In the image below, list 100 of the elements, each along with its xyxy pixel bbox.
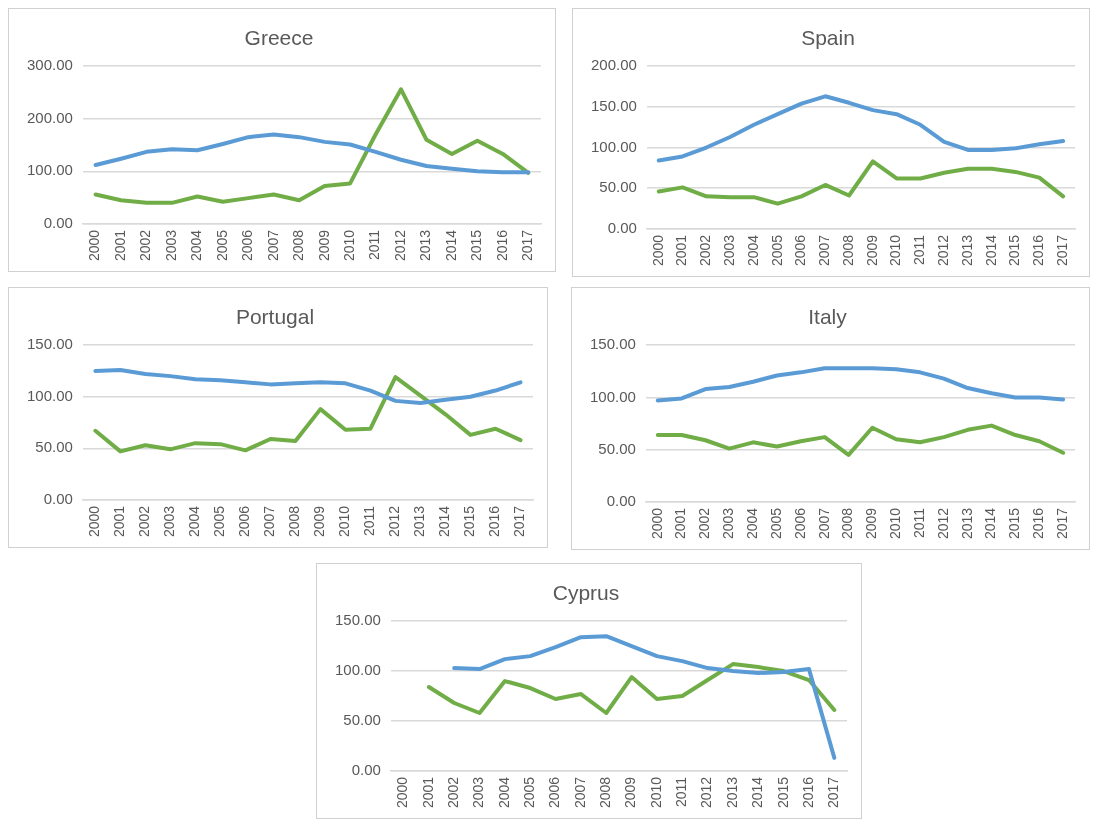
y-tick-label: 0.00 xyxy=(43,490,73,507)
x-tick-label: 2005 xyxy=(213,229,230,262)
x-tick-label: 2000 xyxy=(394,776,411,809)
x-tick-label: 2002 xyxy=(697,234,714,267)
x-tick-label: 2014 xyxy=(982,234,999,267)
x-tick-label: 2014 xyxy=(749,776,766,809)
x-tick-label: 2011 xyxy=(910,507,927,538)
x-tick-label: 2007 xyxy=(261,505,278,538)
y-tick-label: 0.00 xyxy=(351,761,381,778)
chart-title: Greece xyxy=(244,26,314,50)
x-tick-label: 2007 xyxy=(571,776,588,809)
x-tick-label: 2001 xyxy=(111,229,128,262)
x-tick-label: 2009 xyxy=(311,505,328,538)
x-tick-label: 2010 xyxy=(336,505,353,538)
x-tick-label: 2009 xyxy=(622,776,639,809)
x-tick-label: 2000 xyxy=(86,229,103,262)
x-tick-label: 2012 xyxy=(391,229,408,262)
x-tick-label: 2004 xyxy=(744,507,761,540)
x-tick-label: 2011 xyxy=(366,229,383,260)
x-tick-label: 2011 xyxy=(673,776,690,807)
x-tick-label: 2010 xyxy=(647,776,664,809)
x-tick-label: 2001 xyxy=(672,507,689,540)
y-tick-label: 100.00 xyxy=(334,661,381,679)
x-tick-label: 2009 xyxy=(863,507,880,540)
x-tick-label: 2006 xyxy=(236,505,253,538)
x-tick-label: 2015 xyxy=(1006,234,1023,267)
x-tick-label: 2008 xyxy=(839,507,856,540)
x-tick-label: 2007 xyxy=(816,234,833,267)
x-tick-label: 2004 xyxy=(495,776,512,809)
x-tick-label: 2012 xyxy=(935,234,952,267)
x-tick-label: 2005 xyxy=(211,505,228,538)
x-tick-label: 2015 xyxy=(461,505,478,538)
x-tick-label: 2008 xyxy=(839,234,856,267)
x-tick-label: 2013 xyxy=(417,229,434,262)
x-tick-label: 2009 xyxy=(863,234,880,267)
x-tick-label: 2017 xyxy=(825,776,842,809)
y-tick-label: 50.00 xyxy=(35,438,73,456)
x-tick-label: 2004 xyxy=(188,229,205,262)
x-tick-label: 2010 xyxy=(887,234,904,267)
x-tick-label: 2009 xyxy=(315,229,332,262)
x-tick-label: 2016 xyxy=(799,776,816,809)
y-tick-label: 200.00 xyxy=(590,56,637,74)
y-tick-label: 50.00 xyxy=(598,439,636,457)
x-tick-label: 2013 xyxy=(411,505,428,538)
x-tick-label: 2001 xyxy=(419,776,436,809)
x-tick-label: 2017 xyxy=(519,229,536,262)
x-tick-label: 2013 xyxy=(723,776,740,809)
x-tick-label: 2003 xyxy=(470,776,487,809)
x-tick-label: 2005 xyxy=(767,507,784,540)
chart-title: Italy xyxy=(808,305,848,329)
x-tick-label: 2006 xyxy=(791,507,808,540)
x-tick-label: 2008 xyxy=(286,505,303,538)
chart-title: Spain xyxy=(801,26,855,50)
x-tick-label: 2002 xyxy=(137,229,154,262)
x-tick-label: 2014 xyxy=(436,505,453,538)
y-tick-label: 50.00 xyxy=(343,711,381,729)
y-tick-label: 200.00 xyxy=(26,108,73,126)
x-tick-label: 2012 xyxy=(698,776,715,809)
x-tick-label: 2015 xyxy=(774,776,791,809)
x-tick-label: 2010 xyxy=(340,229,357,262)
x-tick-label: 2007 xyxy=(264,229,281,262)
x-tick-label: 2011 xyxy=(911,234,928,265)
x-tick-label: 2002 xyxy=(136,505,153,538)
x-tick-label: 2017 xyxy=(1053,507,1070,540)
x-tick-label: 2005 xyxy=(768,234,785,267)
y-tick-label: 50.00 xyxy=(599,178,637,196)
x-tick-label: 2005 xyxy=(521,776,538,809)
x-tick-label: 2000 xyxy=(86,505,103,538)
y-tick-label: 150.00 xyxy=(590,97,637,114)
chart-title: Cyprus xyxy=(552,581,620,605)
y-tick-label: 0.00 xyxy=(606,492,636,509)
x-tick-label: 2006 xyxy=(546,776,563,809)
x-tick-label: 2008 xyxy=(290,229,307,262)
x-tick-label: 2017 xyxy=(511,505,528,538)
x-tick-label: 2013 xyxy=(958,507,975,540)
x-tick-label: 2015 xyxy=(1006,507,1023,540)
x-tick-label: 2002 xyxy=(445,776,462,809)
x-tick-label: 2012 xyxy=(386,505,403,538)
x-tick-label: 2003 xyxy=(162,229,179,262)
y-tick-label: 100.00 xyxy=(26,386,73,404)
y-tick-label: 150.00 xyxy=(589,335,636,353)
x-tick-label: 2014 xyxy=(442,229,459,262)
x-tick-label: 2003 xyxy=(720,507,737,540)
x-tick-label: 2016 xyxy=(493,229,510,262)
x-tick-label: 2000 xyxy=(649,234,666,267)
x-tick-label: 2016 xyxy=(486,505,503,538)
y-tick-label: 300.00 xyxy=(26,56,73,74)
x-tick-label: 2012 xyxy=(934,507,951,540)
x-tick-label: 2016 xyxy=(1030,234,1047,267)
x-tick-label: 2001 xyxy=(673,234,690,267)
x-tick-label: 2015 xyxy=(468,229,485,262)
y-tick-label: 100.00 xyxy=(590,137,637,155)
y-tick-label: 100.00 xyxy=(589,387,636,405)
x-tick-label: 2002 xyxy=(696,507,713,540)
x-tick-label: 2017 xyxy=(1053,234,1070,267)
x-tick-label: 2001 xyxy=(111,505,128,538)
x-tick-label: 2000 xyxy=(648,507,665,540)
y-tick-label: 150.00 xyxy=(26,335,73,353)
x-tick-label: 2014 xyxy=(982,507,999,540)
x-tick-label: 2004 xyxy=(744,234,761,267)
